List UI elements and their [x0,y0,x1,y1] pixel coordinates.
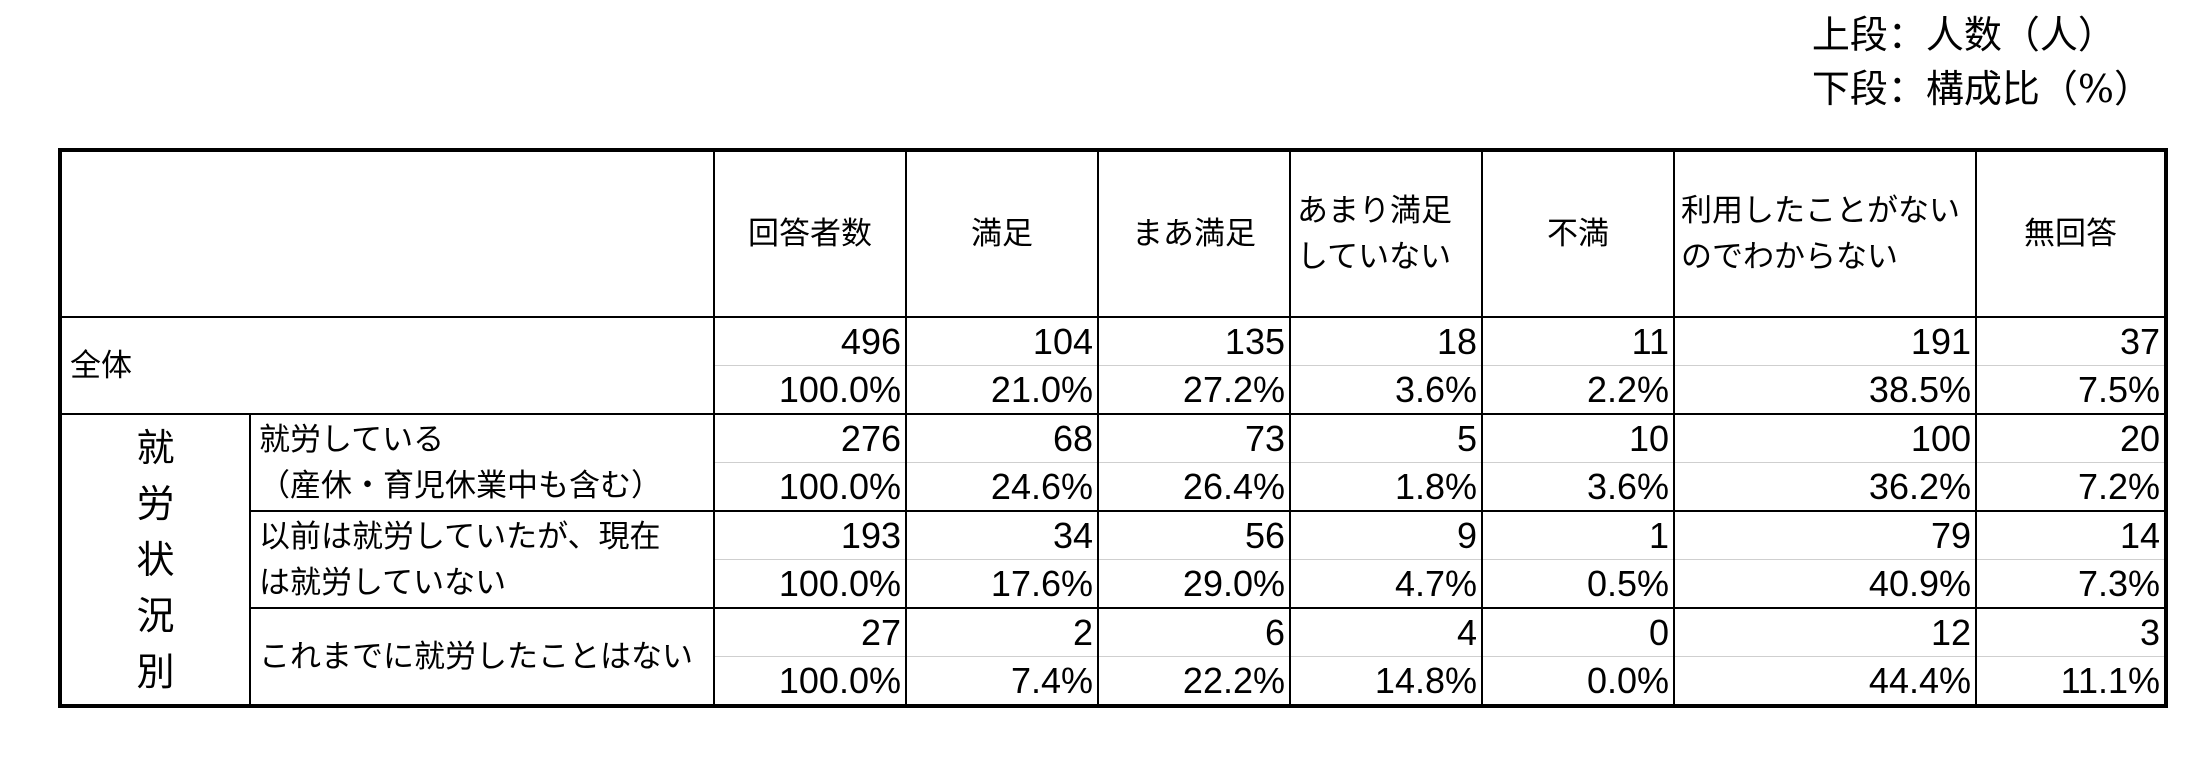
header-label: 利用したことがない のでわからない [1681,193,1960,275]
percent-cell: 2.2% [1481,365,1675,415]
count-cell: 14 [1975,510,2167,560]
count-cell: 193 [713,510,907,560]
percent-cell: 29.0% [1097,559,1291,609]
legend-line-count: 上段：人数（人） [1811,13,2116,57]
count-cell: 0 [1481,607,1675,657]
table-row: 100.0% 21.0% 27.2% 3.6% 2.2% 38.5% 7.5% [60,365,2167,415]
percent-cell: 44.4% [1673,656,1977,707]
count-cell: 12 [1673,607,1977,657]
count-cell: 68 [905,413,1099,463]
count-cell: 11 [1481,316,1675,366]
percent-cell: 4.7% [1289,559,1483,609]
header-label: 回答者数 [748,216,872,252]
count-cell: 5 [1289,413,1483,463]
count-cell: 56 [1097,510,1291,560]
percent-cell: 7.3% [1975,559,2167,609]
header-label: あまり満足 していない [1297,193,1452,275]
table-row: 100.0% 17.6% 29.0% 4.7% 0.5% 40.9% 7.3% [60,559,2167,609]
count-cell: 79 [1673,510,1977,560]
table-row: 就労状況別 就労している （産休・育児休業中も含む） 276 68 73 5 1… [59,413,2167,707]
percent-cell: 7.2% [1975,462,2167,512]
percent-cell: 14.8% [1289,656,1483,707]
count-cell: 3 [1975,607,2167,657]
percent-cell: 3.6% [1481,462,1675,512]
percent-cell: 27.2% [1097,365,1291,415]
percent-cell: 7.4% [905,656,1099,707]
count-cell: 135 [1097,316,1291,366]
group-label: 就労状況別 [59,413,251,707]
header-respondents: 回答者数 [713,149,907,318]
count-cell: 100 [1673,413,1977,463]
count-cell: 9 [1289,510,1483,560]
percent-cell: 24.6% [905,462,1099,512]
percent-cell: 11.1% [1975,656,2167,707]
header-never-used: 利用したことがない のでわからない [1673,149,1977,318]
legend: 上段：人数（人） 下段：構成比（%） [1812,8,2152,116]
header-dissatisfied: 不満 [1481,149,1675,318]
percent-cell: 3.6% [1289,365,1483,415]
percent-cell: 17.6% [905,559,1099,609]
header-label: 不満 [1547,216,1609,252]
percent-cell: 100.0% [713,656,907,707]
header-somewhat-satisfied: まあ満足 [1097,149,1291,318]
percent-cell: 22.2% [1097,656,1291,707]
header-no-answer: 無回答 [1975,149,2167,318]
count-cell: 37 [1975,316,2167,366]
header-satisfied: 満足 [905,149,1099,318]
percent-cell: 1.8% [1289,462,1483,512]
count-cell: 6 [1097,607,1291,657]
count-cell: 1 [1481,510,1675,560]
count-cell: 276 [713,413,907,463]
percent-cell: 0.5% [1481,559,1675,609]
percent-cell: 100.0% [713,365,907,415]
header-label: まあ満足 [1132,216,1256,252]
header-row: 回答者数 満足 まあ満足 あまり満足 していない 不満 利用したことがない ので… [59,149,2167,318]
row-label: 以前は就労していたが、現在 は就労していない [249,510,715,609]
table-row: 全体 496 104 135 18 11 191 37 [59,316,2167,415]
percent-cell: 0.0% [1481,656,1675,707]
row-label: 全体 [59,316,715,415]
percent-cell: 100.0% [713,559,907,609]
count-cell: 73 [1097,413,1291,463]
header-not-very-satisfied: あまり満足 していない [1289,149,1483,318]
legend-line-percent: 下段：構成比（%） [1811,67,2152,111]
count-cell: 191 [1673,316,1977,366]
percent-cell: 26.4% [1097,462,1291,512]
row-label: これまでに就労したことはない [249,607,715,707]
count-cell: 20 [1975,413,2167,463]
table-row: 100.0% 7.4% 22.2% 14.8% 0.0% 44.4% 11.1% [60,656,2167,707]
percent-cell: 100.0% [713,462,907,512]
count-cell: 104 [905,316,1099,366]
header-label: 無回答 [2024,216,2117,252]
survey-table: 回答者数 満足 まあ満足 あまり満足 していない 不満 利用したことがない ので… [58,148,2168,708]
percent-cell: 21.0% [905,365,1099,415]
header-corner [59,149,715,318]
percent-cell: 40.9% [1673,559,1977,609]
row-label: 就労している （産休・育児休業中も含む） [249,413,715,512]
table-row: 100.0% 24.6% 26.4% 1.8% 3.6% 36.2% 7.2% [60,462,2167,512]
count-cell: 18 [1289,316,1483,366]
percent-cell: 38.5% [1673,365,1977,415]
table-row: これまでに就労したことはない 27 2 6 4 0 12 3 [60,607,2167,707]
percent-cell: 7.5% [1975,365,2167,415]
table-row: 以前は就労していたが、現在 は就労していない 193 34 56 9 1 79 … [60,510,2167,609]
count-cell: 27 [713,607,907,657]
count-cell: 2 [905,607,1099,657]
count-cell: 4 [1289,607,1483,657]
count-cell: 10 [1481,413,1675,463]
header-label: 満足 [971,216,1033,252]
count-cell: 496 [713,316,907,366]
group-label-text: 就労状況別 [136,425,175,694]
percent-cell: 36.2% [1673,462,1977,512]
count-cell: 34 [905,510,1099,560]
